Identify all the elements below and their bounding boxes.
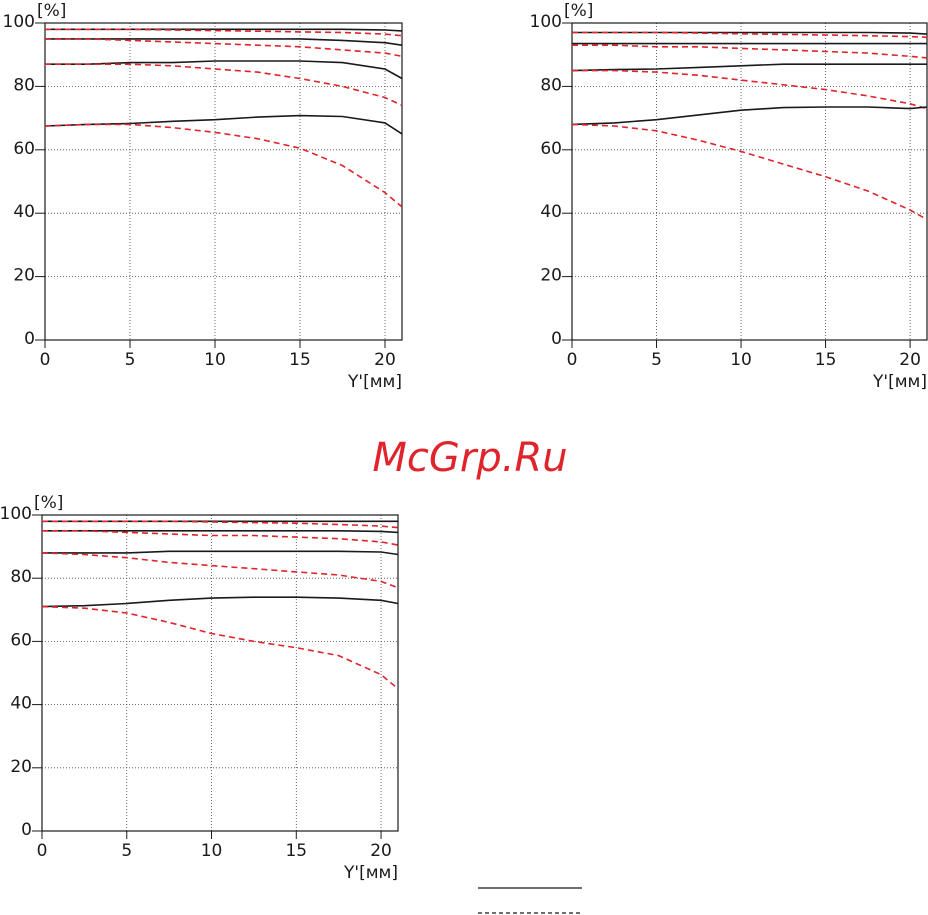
mtf-line: [45, 28, 403, 37]
x-tick-label: 20: [374, 350, 396, 370]
y-tick-label: 100: [530, 12, 562, 32]
mtf-line: [42, 520, 399, 529]
y-tick-label: 80: [13, 75, 35, 95]
x-axis-label: Y'[мм]: [872, 372, 927, 392]
x-axis-label: Y'[мм]: [343, 863, 398, 883]
plot-frame: [41, 514, 399, 832]
y-axis-label: [%]: [37, 1, 66, 21]
y-tick-label: 0: [551, 329, 562, 349]
y-tick-label: 40: [13, 202, 35, 222]
mtf-line: [571, 63, 927, 72]
x-tick-label: 5: [125, 350, 136, 370]
x-tick-label: 10: [730, 350, 752, 370]
x-tick-label: 5: [121, 841, 132, 861]
plot-frame: [44, 22, 403, 341]
y-tick-label: 20: [540, 266, 562, 286]
mtf-line: [42, 550, 399, 556]
x-tick-label: 10: [201, 841, 223, 861]
mtf-line: [45, 63, 403, 107]
y-tick-label: 60: [10, 630, 32, 650]
mtf-line: [571, 123, 928, 221]
y-tick-label: 60: [540, 139, 562, 159]
mtf-line: [41, 605, 399, 690]
x-tick-label: 15: [289, 350, 311, 370]
y-tick-label: 80: [540, 75, 562, 95]
x-tick-label: 5: [651, 350, 662, 370]
y-tick-label: 100: [3, 12, 35, 32]
plot-frame: [571, 22, 928, 341]
mtf-line: [45, 38, 403, 58]
x-axis-label: Y'[мм]: [347, 372, 402, 392]
y-tick-label: 0: [21, 820, 32, 840]
y-tick-label: 60: [13, 139, 35, 159]
y-axis-label: [%]: [34, 493, 63, 513]
mtf-line: [41, 596, 399, 608]
mtf-line: [572, 31, 928, 39]
mtf-line: [41, 552, 399, 589]
y-tick-label: 20: [10, 757, 32, 777]
x-tick-label: 0: [37, 841, 48, 861]
y-tick-label: 40: [10, 694, 32, 714]
y-tick-label: 0: [24, 329, 35, 349]
mtf-line: [572, 69, 928, 110]
mtf-line: [42, 530, 399, 546]
y-tick-label: 20: [13, 266, 35, 286]
x-tick-label: 15: [285, 841, 307, 861]
x-tick-label: 20: [899, 350, 921, 370]
x-tick-label: 10: [204, 350, 226, 370]
x-tick-label: 15: [815, 350, 837, 370]
x-tick-label: 20: [370, 841, 392, 861]
mtf-line: [44, 123, 403, 208]
watermark: McGrp.Ru: [372, 435, 567, 481]
x-tick-label: 0: [567, 350, 578, 370]
y-tick-label: 40: [540, 202, 562, 222]
x-tick-label: 0: [40, 350, 51, 370]
y-axis-label: [%]: [564, 1, 593, 21]
mtf-line: [571, 106, 928, 126]
y-tick-label: 80: [10, 567, 32, 587]
y-tick-label: 100: [0, 504, 32, 524]
mtf-line: [572, 44, 928, 59]
